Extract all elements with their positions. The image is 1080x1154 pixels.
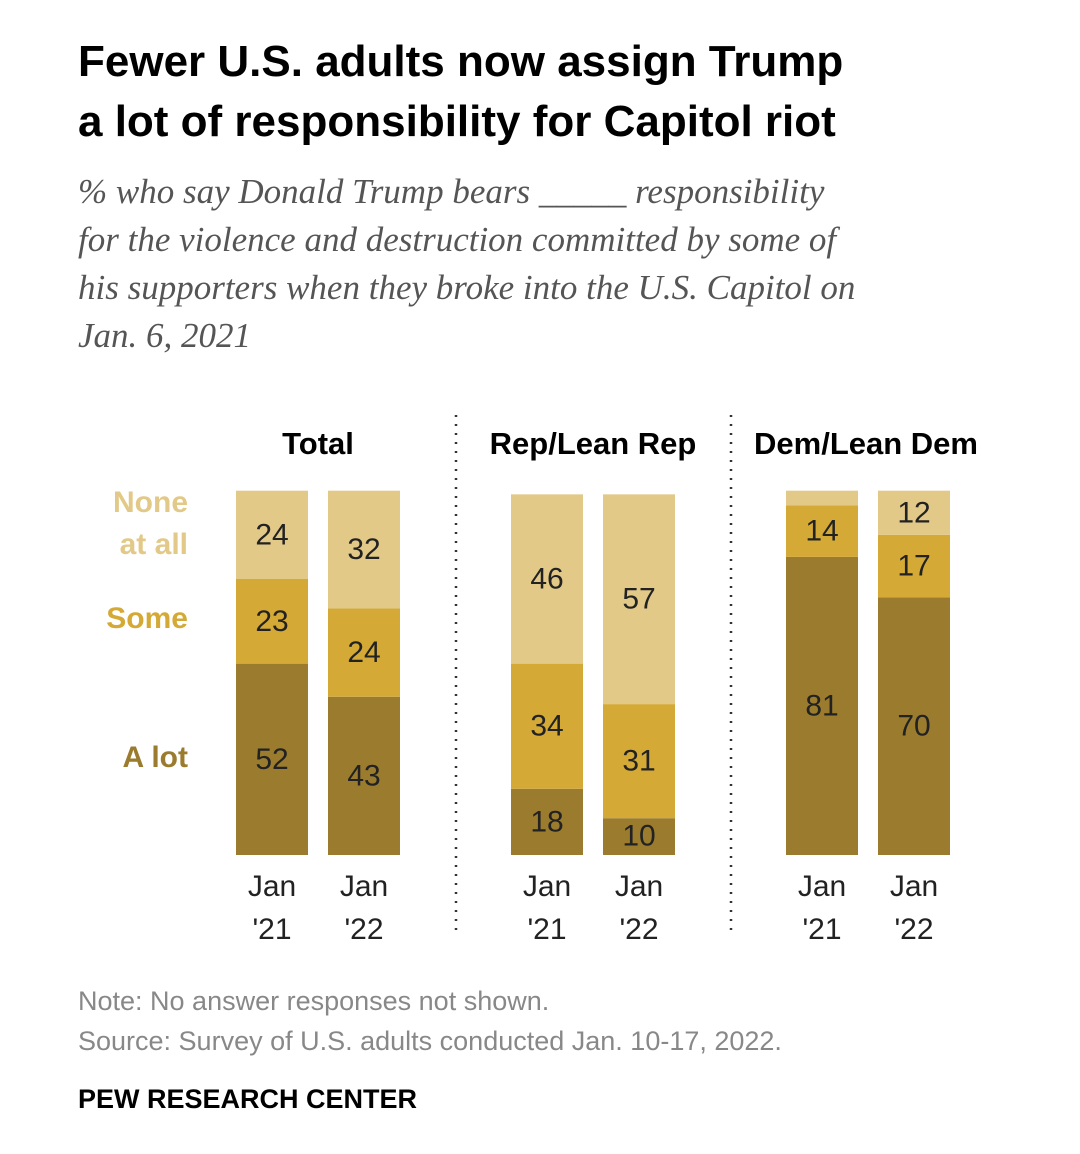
chart-title-line-1: Fewer U.S. adults now assign Trump <box>78 37 844 86</box>
data-label: 31 <box>622 745 655 778</box>
x-tick-label: '21 <box>802 913 841 946</box>
data-label: 23 <box>255 605 288 638</box>
brand-footer: PEW RESEARCH CENTER <box>78 1084 418 1114</box>
stacked-bar-chart: None at all Some A lot Total 52 23 24 Jan '21 43 24… <box>106 415 978 946</box>
chart-subtitle-line-2: for the violence and destruction committ… <box>78 220 837 259</box>
bar-segment-a-lot <box>786 556 858 855</box>
x-tick-label: Jan <box>890 870 938 903</box>
chart-subtitle-line-1: % who say Donald Trump bears _____ respo… <box>78 172 825 211</box>
data-label: 32 <box>347 533 380 566</box>
panel-title: Total <box>282 426 354 461</box>
bar-segment-some <box>786 505 858 557</box>
bar-segment-none <box>603 494 675 705</box>
x-tick-label: '22 <box>619 913 658 946</box>
data-label: 12 <box>897 496 930 529</box>
panel-title: Dem/Lean Dem <box>754 426 978 461</box>
data-label: 18 <box>530 805 563 838</box>
x-tick-label: '21 <box>527 913 566 946</box>
panel-title: Rep/Lean Rep <box>490 426 697 461</box>
legend-label-none: None <box>113 486 188 519</box>
bar-segment-none <box>878 490 950 535</box>
x-tick-label: Jan <box>523 870 571 903</box>
data-label: 46 <box>530 563 563 596</box>
bar-segment-some <box>511 663 583 789</box>
x-tick-label: '22 <box>894 913 933 946</box>
data-label: 81 <box>805 689 838 722</box>
x-tick-label: Jan <box>248 870 296 903</box>
chart-subtitle: % who say Donald Trump bears _____ respo… <box>78 168 1018 360</box>
bar-segment-a-lot <box>878 597 950 855</box>
legend-label-none: at all <box>120 528 188 561</box>
data-label: 52 <box>255 743 288 776</box>
bar-segment-none <box>511 494 583 664</box>
data-label: 34 <box>530 710 563 743</box>
bar-segment-some <box>236 579 308 664</box>
chart-source: Source: Survey of U.S. adults conducted … <box>78 1026 782 1056</box>
bar-segment-none <box>786 490 858 506</box>
data-label: 57 <box>622 583 655 616</box>
chart-subtitle-line-4: Jan. 6, 2021 <box>78 316 252 355</box>
bar-segment-some <box>328 608 400 697</box>
bar-segment-none <box>236 490 308 579</box>
data-label: 24 <box>347 636 380 669</box>
bar-segment-a-lot <box>328 696 400 855</box>
chart-title: Fewer U.S. adults now assign Trump a lot… <box>78 32 1038 152</box>
legend-label-some: Some <box>106 602 188 635</box>
data-label: 70 <box>897 710 930 743</box>
legend-label-a-lot: A lot <box>122 741 188 774</box>
x-tick-label: Jan <box>615 870 663 903</box>
data-label: 43 <box>347 759 380 792</box>
data-label: 17 <box>897 550 930 583</box>
chart-note: Note: No answer responses not shown. <box>78 986 550 1016</box>
data-label: 14 <box>805 515 838 548</box>
bar-segment-none <box>328 490 400 609</box>
bar-segment-some <box>603 704 675 819</box>
chart-subtitle-line-3: his supporters when they broke into the … <box>78 268 856 307</box>
data-label: 10 <box>622 820 655 853</box>
bar-segment-some <box>878 534 950 598</box>
bar-segment-a-lot <box>603 818 675 855</box>
x-tick-label: '21 <box>252 913 291 946</box>
data-label: 24 <box>255 518 288 551</box>
x-tick-label: '22 <box>344 913 383 946</box>
bar-segment-a-lot <box>236 663 308 855</box>
x-tick-label: Jan <box>340 870 388 903</box>
bar-segment-a-lot <box>511 788 583 855</box>
x-tick-label: Jan <box>798 870 846 903</box>
chart-title-line-2: a lot of responsibility for Capitol riot <box>78 97 836 146</box>
